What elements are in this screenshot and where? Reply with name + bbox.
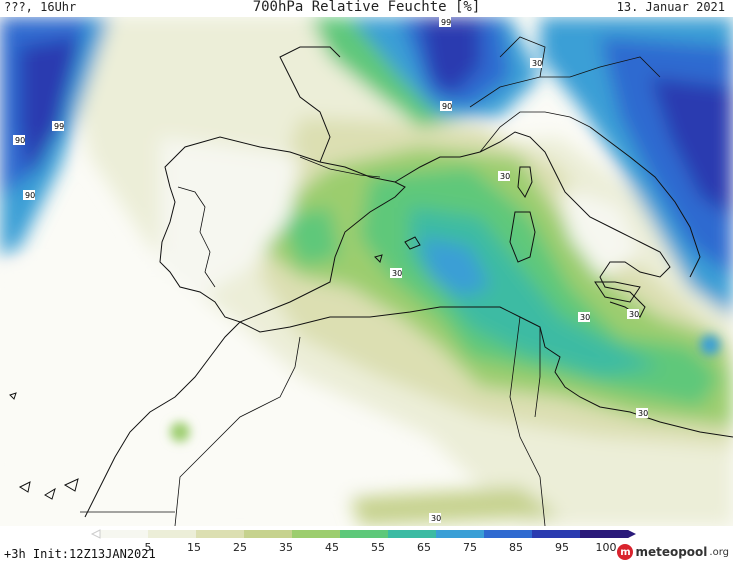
colorbar-tick-label: 100	[595, 541, 617, 554]
colorbar-tick-label: 65	[417, 541, 431, 554]
colorbar-tick-label: 75	[463, 541, 477, 554]
label-90-top: 90	[442, 102, 452, 111]
label-30-tunisia: 30	[629, 310, 639, 319]
label-30-corsica: 30	[500, 172, 510, 181]
coastlines	[9, 36, 733, 526]
colorbar-tick-label: 5	[144, 541, 152, 554]
contour-labels: 99 90 30 90 99 90 30 30 30 30 30 30	[13, 17, 648, 523]
logo-text: meteopool	[635, 545, 708, 559]
colorbar-segment	[148, 530, 197, 538]
colorbar-tick-label: 15	[187, 541, 201, 554]
colorbar-tick-label: 55	[371, 541, 385, 554]
colorbar	[90, 529, 636, 539]
colorbar-start-arrow	[90, 529, 101, 539]
colorbar-area	[0, 526, 733, 566]
label-90-atlantic: 90	[15, 136, 25, 145]
colorbar-tick-label: 25	[233, 541, 247, 554]
colorbar-tick-label: 35	[279, 541, 293, 554]
colorbar-tick-label: 85	[509, 541, 523, 554]
forecast-date: 13. Januar 2021	[616, 0, 725, 14]
label-99-top: 99	[441, 18, 451, 27]
colorbar-segment	[244, 530, 293, 538]
label-30-alps: 30	[532, 59, 542, 68]
label-99-atlantic: 99	[54, 122, 64, 131]
colorbar-tick-label: 45	[325, 541, 339, 554]
colorbar-segment	[196, 530, 245, 538]
humidity-map: 99 90 30 90 99 90 30 30 30 30 30 30	[0, 17, 733, 526]
colorbar-segment	[292, 530, 341, 538]
map-title: 700hPa Relative Feuchte [%]	[252, 0, 481, 15]
humidity-field	[0, 17, 733, 526]
colorbar-tick-label: 95	[555, 541, 569, 554]
colorbar-segment	[532, 530, 581, 538]
colorbar-segment	[340, 530, 389, 538]
init-time-label: +3h Init:12Z13JAN2021	[4, 547, 156, 561]
colorbar-segment	[436, 530, 485, 538]
label-90-atlantic-low: 90	[25, 191, 35, 200]
forecast-time-label: ???, 16Uhr	[4, 0, 77, 14]
colorbar-segment	[388, 530, 437, 538]
label-30-italy: 30	[580, 313, 590, 322]
label-30-sahara: 30	[431, 514, 441, 523]
label-30-libya: 30	[638, 409, 648, 418]
label-30-spain: 30	[392, 269, 402, 278]
colorbar-end-arrow	[628, 530, 636, 538]
logo-suffix: .org	[709, 546, 729, 558]
logo-icon: m	[617, 544, 634, 560]
colorbar-segment	[580, 530, 629, 538]
meteopool-logo[interactable]: m meteopool .org	[617, 544, 729, 560]
colorbar-segment	[484, 530, 533, 538]
colorbar-segment	[100, 530, 149, 538]
